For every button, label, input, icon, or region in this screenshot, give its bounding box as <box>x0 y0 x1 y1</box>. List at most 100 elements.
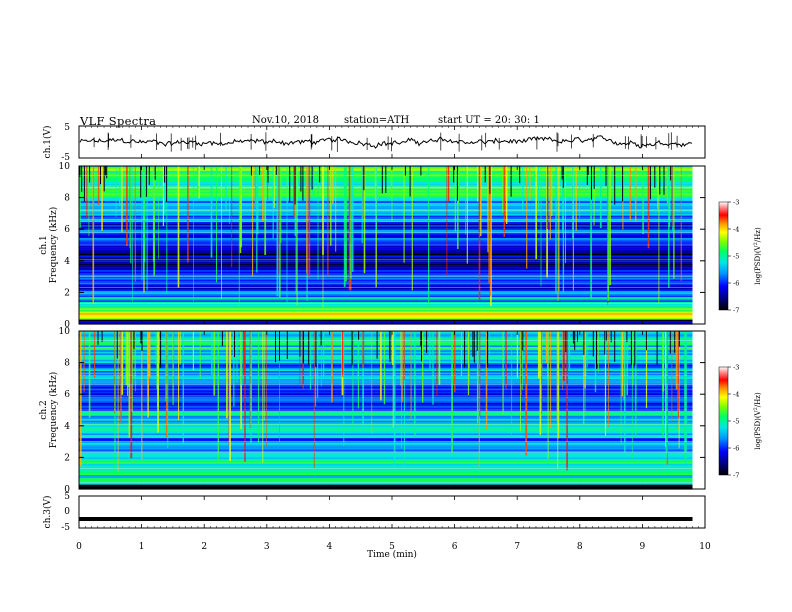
spectrogram-band <box>79 372 693 375</box>
spectrogram-band <box>79 452 693 455</box>
start-time-label: start UT = 20: 30: 1 <box>438 115 540 126</box>
spectrogram-band <box>79 399 693 402</box>
spectrogram-band <box>79 321 693 323</box>
spectrogram-band <box>79 292 693 295</box>
spectrogram-band <box>79 483 693 485</box>
spectrogram-band <box>79 375 693 378</box>
ch3-ylabel: ch.3(V) <box>42 496 53 529</box>
spectrogram-band <box>79 302 693 304</box>
spectrogram-band <box>79 411 693 413</box>
ytick-label: 0 <box>64 485 70 495</box>
spectrogram-band <box>79 250 693 253</box>
spectrogram-band <box>79 340 693 343</box>
colorbar-tick-label: -5 <box>733 418 739 426</box>
spectrogram-band <box>79 282 693 285</box>
spectrogram-band <box>79 303 693 306</box>
spectrogram-band <box>79 298 693 301</box>
ch1-frame <box>78 125 706 159</box>
spectrogram-band <box>79 388 693 391</box>
xtick-label: 4 <box>327 542 333 552</box>
spectrogram-band <box>79 334 693 336</box>
time-axis-ticks: 0 1 2 3 4 5 6 7 8 9 10 <box>76 126 711 552</box>
spectrogram-band <box>79 369 693 372</box>
ytick-label: 10 <box>59 327 71 337</box>
spectrogram-band <box>79 300 693 303</box>
spectrogram-band <box>79 196 693 199</box>
spectrogram-band <box>79 351 693 354</box>
ch1-colorbar-label: log(PSD)(V2/Hz) <box>753 227 762 285</box>
spectrogram-band <box>79 425 693 428</box>
spectrogram-band <box>79 343 693 346</box>
spectrogram-band <box>79 412 693 415</box>
spectrogram-band <box>79 314 693 317</box>
spectrogram-band <box>79 281 693 283</box>
spectrogram-band <box>79 258 693 261</box>
spectrogram-band <box>79 273 693 275</box>
spectrogram-band <box>79 350 693 352</box>
spectrogram-band <box>79 337 693 340</box>
spectrogram-band <box>79 223 693 226</box>
xtick-label: 2 <box>201 542 207 552</box>
spectrogram-band <box>79 391 693 394</box>
spectrogram-band <box>79 436 693 439</box>
spectrogram-band <box>79 225 693 227</box>
spectrogram-band <box>79 430 693 432</box>
ch2-colorbar <box>718 366 729 476</box>
ch2-freq-ylabel-line2: Frequency (kHz) <box>48 372 59 449</box>
spectrogram-band <box>79 473 693 476</box>
spectrogram-band <box>79 409 693 412</box>
spectrogram-band <box>79 420 693 423</box>
spectrogram-band <box>79 290 693 293</box>
spectrogram-band <box>79 260 693 263</box>
spectrogram-band <box>79 236 693 239</box>
colorbar-tick-label: -3 <box>733 364 739 372</box>
ch2-colorbar-label: log(PSD)(V2/Hz) <box>753 392 762 450</box>
spectrogram-band <box>79 403 693 405</box>
spectrogram-band <box>79 274 693 277</box>
spectrogram-band <box>79 228 693 231</box>
ch2-freq-ylabel-line1: ch.2 <box>39 400 49 419</box>
spectrogram-band <box>79 417 693 420</box>
spectrogram-band <box>79 471 693 474</box>
spectrogram-band <box>79 234 693 237</box>
ch1-colorbar-ticks: -3 -4 -5 -6 -7 <box>728 199 739 315</box>
spectrogram-band <box>79 443 693 445</box>
spectrogram-band <box>79 215 693 218</box>
spectrogram-band <box>79 233 693 235</box>
spectrogram-band <box>79 401 693 404</box>
spectrogram-band <box>79 305 693 307</box>
spectrogram-band <box>79 194 693 197</box>
spectrogram-band <box>79 265 693 267</box>
spectrogram-band <box>79 457 693 460</box>
spectrogram-band <box>79 460 693 463</box>
spectrogram-band <box>79 361 693 364</box>
time-axis-label: Time (min) <box>367 549 417 560</box>
spectrogram-band <box>79 311 693 314</box>
spectrogram-band <box>79 255 693 258</box>
spectrogram-band <box>79 313 693 315</box>
spectrogram-band <box>79 306 693 309</box>
spectrogram-band <box>79 193 693 195</box>
spectrogram-band <box>79 476 693 479</box>
ytick-label: 2 <box>64 288 70 298</box>
colorbar-tick-label: -7 <box>733 307 739 315</box>
colorbar-tick-label: -4 <box>733 226 739 234</box>
spectrogram-band <box>79 276 693 279</box>
ch2-colorbar-ticks: -3 -4 -5 -6 -7 <box>728 364 739 480</box>
colorbar-tick-label: -4 <box>733 391 739 399</box>
spectrogram-band <box>79 242 693 245</box>
spectrogram-band <box>79 270 693 272</box>
spectrogram-band <box>79 484 693 487</box>
spectrogram-band <box>79 257 693 259</box>
spectrogram-band <box>79 379 693 381</box>
spectrogram-band <box>79 446 693 448</box>
spectrogram-band <box>79 284 693 287</box>
xtick-label: 8 <box>577 542 583 552</box>
ytick-label: 2 <box>64 453 70 463</box>
ch1-trace <box>79 135 693 149</box>
ch1-ytick-bottom: -5 <box>61 153 70 163</box>
spectrogram-band <box>79 479 693 482</box>
spectrogram-band <box>79 356 693 359</box>
spectrogram-band <box>79 287 693 290</box>
